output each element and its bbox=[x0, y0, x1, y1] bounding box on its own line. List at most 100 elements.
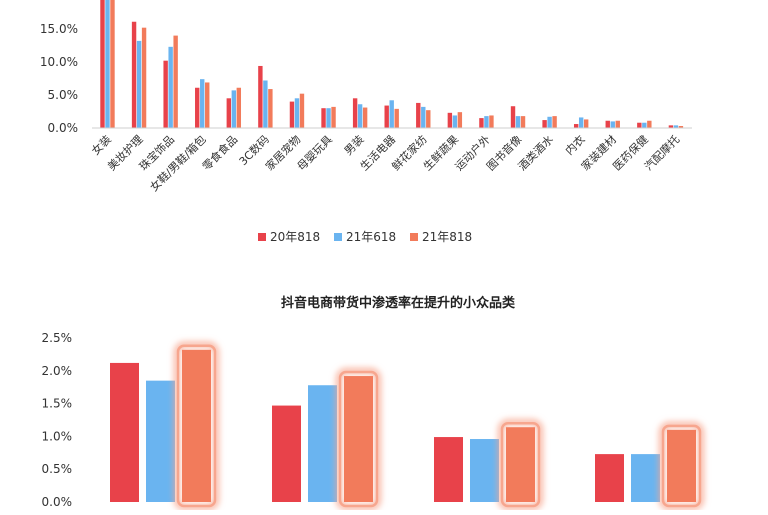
bar bbox=[357, 104, 363, 128]
bar bbox=[236, 87, 242, 128]
y-tick-label: 0.0% bbox=[42, 495, 73, 509]
bar bbox=[578, 117, 584, 128]
bar bbox=[394, 108, 399, 128]
bar bbox=[605, 120, 610, 128]
bar bbox=[668, 125, 674, 128]
bottom-bar-chart: 0.0% 0.5% 1.0% 1.5% 2.0% 2.5% bbox=[42, 331, 704, 510]
bar bbox=[434, 437, 463, 502]
bar bbox=[141, 27, 147, 128]
bar bbox=[100, 0, 105, 128]
bar bbox=[289, 101, 295, 128]
bar bbox=[272, 405, 301, 502]
bar bbox=[547, 116, 552, 128]
y-tick-label: 10.0% bbox=[40, 55, 78, 69]
bar bbox=[678, 126, 684, 128]
bar bbox=[299, 93, 305, 128]
y-tick-label: 20.0% bbox=[40, 0, 78, 3]
x-tick-label: 女装 bbox=[88, 132, 113, 157]
y-tick-label: 1.0% bbox=[42, 429, 73, 443]
bar bbox=[489, 115, 494, 128]
y-tick-label: 0.5% bbox=[42, 462, 73, 476]
legend-swatch bbox=[410, 233, 418, 241]
bar bbox=[452, 115, 458, 128]
bar bbox=[484, 116, 489, 128]
bar bbox=[200, 79, 205, 128]
bar bbox=[552, 116, 557, 128]
bar bbox=[352, 98, 358, 128]
highlight-frame bbox=[661, 424, 702, 508]
bar bbox=[294, 98, 300, 128]
x-tick-label: 男装 bbox=[342, 133, 367, 158]
bar bbox=[326, 108, 331, 128]
bar bbox=[457, 112, 463, 128]
bar bbox=[263, 80, 268, 128]
bar bbox=[673, 125, 679, 128]
bar bbox=[647, 120, 652, 128]
bar bbox=[136, 40, 142, 128]
highlight-frame bbox=[338, 370, 379, 508]
bar bbox=[426, 110, 431, 128]
bar bbox=[146, 380, 175, 502]
bar bbox=[416, 102, 421, 128]
bar bbox=[226, 98, 232, 128]
bar bbox=[231, 90, 237, 128]
bar bbox=[258, 65, 263, 128]
bar bbox=[195, 87, 200, 128]
bar bbox=[610, 121, 615, 128]
bar bbox=[667, 429, 696, 502]
y-tick-label: 2.5% bbox=[42, 331, 73, 345]
top-bar-chart: 0.0%5.0%10.0%15.0%20.0%女装美妆护理珠宝饰品女鞋/男鞋/箱… bbox=[40, 0, 692, 194]
bar bbox=[205, 82, 210, 128]
highlight-frame bbox=[500, 421, 541, 508]
bar bbox=[642, 122, 647, 128]
bar bbox=[384, 105, 389, 128]
x-tick-label: 内衣 bbox=[562, 132, 587, 157]
x-tick-label: 零食食品 bbox=[199, 132, 240, 173]
bar bbox=[421, 106, 426, 128]
y-tick-label: 15.0% bbox=[40, 22, 78, 36]
legend-label: 21年618 bbox=[346, 230, 396, 244]
bar bbox=[308, 385, 337, 502]
bar bbox=[595, 454, 624, 502]
bar bbox=[510, 106, 516, 128]
bar bbox=[573, 124, 579, 128]
bar bbox=[268, 89, 273, 128]
legend-swatch bbox=[334, 233, 342, 241]
bar bbox=[615, 120, 620, 128]
highlight-frame bbox=[176, 344, 217, 508]
bar bbox=[631, 454, 660, 502]
top-chart-legend: 20年818 21年618 21年818 bbox=[258, 230, 472, 244]
bar bbox=[344, 376, 373, 502]
y-tick-label: 5.0% bbox=[48, 88, 79, 102]
bottom-chart-title: 抖音电商带货中渗透率在提升的小众品类 bbox=[281, 295, 516, 311]
bar bbox=[520, 116, 526, 128]
x-tick-label: 汽配摩托 bbox=[641, 132, 682, 173]
bar bbox=[447, 112, 453, 128]
bar bbox=[362, 107, 368, 128]
bar bbox=[506, 427, 535, 502]
legend-label: 21年818 bbox=[422, 230, 472, 244]
y-tick-label: 2.0% bbox=[42, 364, 73, 378]
bar bbox=[321, 108, 326, 128]
bar bbox=[131, 21, 137, 129]
bar bbox=[515, 116, 521, 128]
y-tick-label: 1.5% bbox=[42, 397, 73, 411]
legend-label: 20年818 bbox=[270, 230, 320, 244]
bar bbox=[182, 349, 211, 502]
bar bbox=[389, 100, 394, 128]
bar bbox=[163, 60, 168, 128]
bar bbox=[110, 0, 115, 128]
bar bbox=[173, 35, 178, 128]
bar bbox=[168, 46, 173, 128]
x-tick-label: 酒类酒水 bbox=[515, 132, 556, 173]
bar bbox=[110, 362, 139, 502]
x-tick-label: 母婴玩具 bbox=[295, 133, 335, 173]
bar bbox=[331, 106, 336, 128]
bar bbox=[105, 0, 110, 128]
bar bbox=[542, 120, 547, 128]
legend-swatch bbox=[258, 233, 266, 241]
x-tick-label: 女鞋/男鞋/箱包 bbox=[147, 132, 209, 194]
y-tick-label: 0.0% bbox=[48, 121, 79, 135]
